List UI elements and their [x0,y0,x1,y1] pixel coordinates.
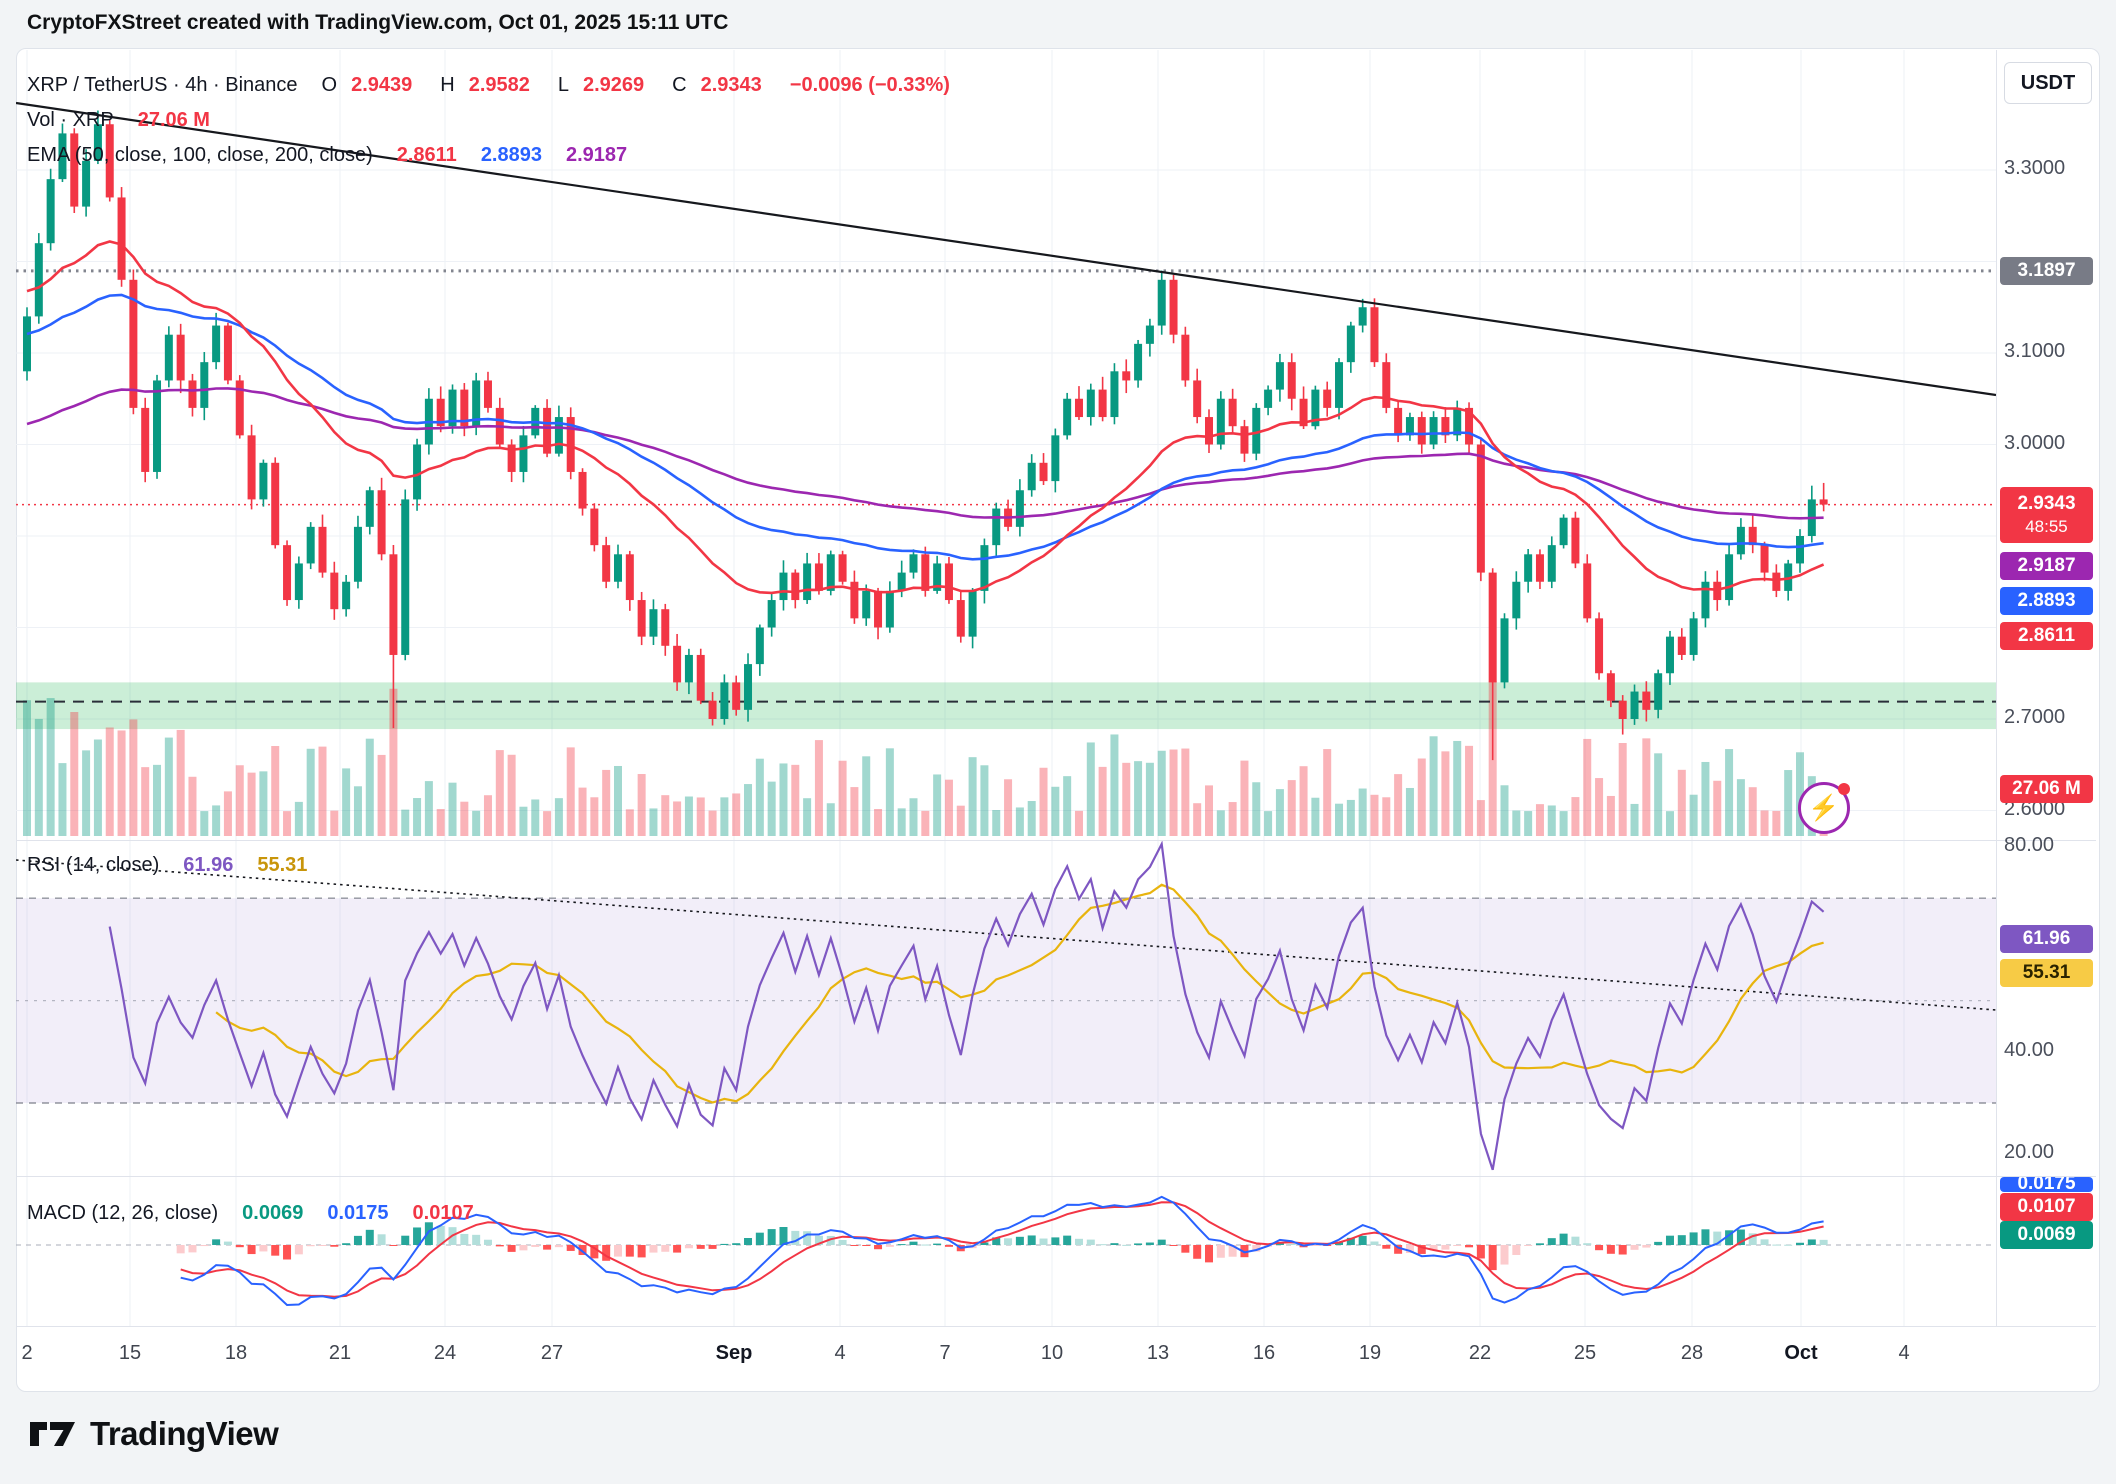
rsi-tick: 80.00 [2004,834,2055,856]
macd-legend-row: MACD (12, 26, close) 0.0069 0.0175 0.0107 [27,1202,474,1225]
tradingview-logo-icon [30,1422,75,1446]
support-zone [16,682,1996,730]
boost-button[interactable]: ⚡ [1798,782,1850,834]
header-credit: CryptoFXStreet created with TradingView.… [27,11,729,34]
axis-badge: 0.0069 [2000,1221,2093,1249]
time-tick: 13 [1146,1342,1170,1364]
tradingview-attribution[interactable]: TradingView [30,1414,279,1454]
time-tick: 24 [433,1342,457,1364]
macd-values: 0.0069 0.0175 0.0107 [242,1202,474,1224]
time-tick: 4 [1898,1342,1910,1364]
macd-pane[interactable] [16,1176,1996,1326]
time-tick: 27 [540,1342,564,1364]
ema-indicator-title[interactable]: EMA (50, close, 100, close, 200, close) [27,144,373,166]
axis-badge: 0.0175 [2000,1177,2093,1192]
rsi-tick: 40.00 [2004,1038,2055,1061]
time-tick: 16 [1252,1342,1276,1364]
rsi-tick: 20.00 [2004,1141,2055,1164]
ema-legend-row: EMA (50, close, 100, close, 200, close) … [27,144,627,167]
time-tick: 4 [834,1342,846,1364]
time-tick: 28 [1680,1342,1704,1364]
axis-badge: 0.0107 [2000,1193,2093,1221]
axis-badge: 55.31 [2000,959,2093,987]
pane-resize-handle-rsi-macd[interactable] [16,1176,2096,1177]
time-axis-separator [16,1326,2096,1327]
currency-label: USDT [2004,62,2092,104]
ohlc-values: O 2.9439 H 2.9582 L 2.9269 C 2.9343 −0.0096 (−0.… [321,74,950,96]
price-tick: 2.6000 [2004,797,2066,820]
axis-badge: 2.8611 [2000,622,2093,650]
volume-value: 27.06 M [137,109,210,131]
macd-indicator-title[interactable]: MACD (12, 26, close) [27,1202,219,1224]
main-chart-pane[interactable] [16,50,1996,840]
price-tick: 3.3000 [2004,157,2066,179]
time-tick: 22 [1468,1342,1492,1364]
ema-line-200 [26,387,1824,520]
ema-line-100 [26,293,1824,561]
axis-badge: 2.8893 [2000,587,2093,615]
time-tick: Oct [1784,1342,1818,1364]
macd-histogram [176,1222,1828,1271]
volume-indicator-title[interactable]: Vol · XRP [27,109,114,131]
price-tick: 3.1000 [2004,340,2066,362]
macd-signal-line [180,1201,1824,1298]
price-axis-separator [1996,50,1997,1326]
rsi-line [108,840,1825,1171]
axis-badge: 3.1897 [2000,257,2093,285]
rsi-values: 61.96 55.31 [183,854,308,876]
ema-line-50 [26,240,1825,595]
time-tick: 25 [1573,1342,1597,1364]
time-tick: 19 [1358,1342,1382,1364]
axis-badge: 2.9187 [2000,552,2093,580]
rsi-ma-line [215,883,1824,1104]
price-tick: 3.0000 [2004,431,2066,454]
time-tick: 10 [1040,1342,1064,1364]
macd-line [180,1195,1824,1307]
rsi-indicator-title[interactable]: RSI (14, close) [27,854,160,876]
price-tick: 2.7000 [2004,706,2066,728]
volume-legend-row: Vol · XRP 27.06 M [27,109,210,132]
rsi-legend-row: RSI (14, close) 61.96 55.31 [27,854,307,877]
axis-badge: 27.06 M [2000,775,2093,803]
tradingview-wordmark: TradingView [90,1415,279,1452]
axis-badge: 2.9343 48:55 [2000,487,2093,543]
descending-trendline [16,101,1996,397]
time-tick: 15 [118,1342,142,1364]
time-tick: 2 [21,1342,33,1364]
candles-layer [23,110,1828,761]
volume-layer [23,681,1828,836]
lightning-icon: ⚡ [1808,793,1840,822]
time-tick: Sep [715,1342,753,1364]
pane-resize-handle-main-rsi[interactable] [16,840,2096,841]
ema-values: 2.8611 2.8893 2.9187 [396,144,628,166]
time-tick: 21 [328,1342,352,1364]
time-tick: 18 [224,1342,248,1364]
axis-badge: 61.96 [2000,925,2093,953]
symbol-legend-row: XRP / TetherUS · 4h · Binance O 2.9439 H 2.… [27,74,964,97]
rsi-pane[interactable] [16,840,1996,1176]
symbol-title[interactable]: XRP / TetherUS · 4h · Binance [27,74,298,96]
time-tick: 7 [939,1342,951,1364]
